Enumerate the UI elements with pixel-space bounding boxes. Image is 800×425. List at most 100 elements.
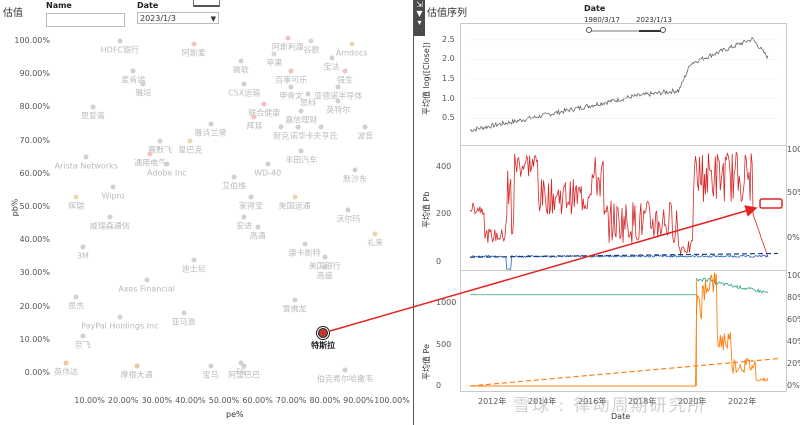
company-point[interactable]	[342, 367, 348, 373]
company-point[interactable]	[255, 224, 261, 230]
company-point[interactable]	[288, 84, 294, 90]
company-point[interactable]	[292, 194, 298, 200]
company-label: 丰田汽车	[285, 155, 318, 165]
company-point[interactable]	[308, 38, 314, 44]
chevron-down-icon: ▼	[210, 15, 216, 23]
company-point[interactable]	[191, 41, 197, 47]
company-point[interactable]	[181, 310, 187, 316]
watermark: 雪球 : 律动周期研究所	[513, 396, 707, 416]
dropdown-icon[interactable]: ▾	[417, 18, 422, 27]
x-tick-label: 50.00%	[208, 396, 240, 405]
series-x-axis-title: Date	[611, 412, 631, 421]
company-point[interactable]	[251, 114, 257, 120]
company-point[interactable]	[342, 68, 348, 74]
company-point[interactable]	[73, 194, 79, 200]
company-label: 默沙东	[343, 174, 368, 184]
company-point[interactable]	[298, 108, 304, 114]
company-point[interactable]	[318, 124, 324, 130]
company-point[interactable]	[335, 98, 341, 104]
range-end-handle[interactable]	[660, 27, 666, 33]
company-point[interactable]	[90, 104, 96, 110]
range-start-handle[interactable]	[586, 27, 592, 33]
company-point[interactable]	[147, 151, 153, 157]
export-icon[interactable]: ⇲	[416, 0, 423, 9]
company-point[interactable]	[322, 254, 328, 260]
company-point[interactable]	[238, 360, 244, 366]
date-filter-value: 2023/1/3	[140, 14, 176, 23]
company-point[interactable]	[144, 277, 150, 283]
company-point[interactable]	[140, 81, 146, 87]
company-label: 高通	[249, 231, 266, 241]
company-point[interactable]	[241, 214, 247, 220]
company-point[interactable]	[329, 55, 335, 61]
date-range-slider[interactable]	[586, 27, 666, 33]
company-label: HDFC银行	[100, 45, 140, 55]
company-point[interactable]	[73, 294, 79, 300]
company-label: 阿斯利康	[271, 42, 304, 52]
company-point[interactable]	[110, 184, 116, 190]
company-point[interactable]	[231, 174, 237, 180]
date-filter-select[interactable]: 2023/1/3 ▼	[137, 12, 219, 24]
company-point[interactable]	[117, 38, 123, 44]
y-tick-label: 50.00%	[19, 202, 50, 211]
company-point[interactable]	[322, 264, 328, 270]
company-point[interactable]	[298, 148, 304, 154]
company-point[interactable]	[305, 91, 311, 97]
company-point[interactable]	[271, 51, 277, 57]
company-point[interactable]	[241, 81, 247, 87]
company-point[interactable]	[83, 154, 89, 160]
company-label: Arista Networks	[54, 161, 118, 171]
company-label: 摩根大通	[120, 370, 153, 380]
company-point[interactable]	[241, 363, 247, 369]
pe-line	[470, 272, 769, 387]
company-point[interactable]	[295, 124, 301, 130]
company-label: 甲骨文	[279, 91, 304, 101]
company-point[interactable]	[238, 58, 244, 64]
company-point[interactable]	[285, 35, 291, 41]
company-point[interactable]	[292, 297, 298, 303]
y-tick-label: 60.00%	[19, 168, 50, 178]
company-label: 微软	[232, 65, 249, 75]
company-point[interactable]	[130, 68, 136, 74]
company-point[interactable]	[107, 214, 113, 220]
company-label: 亚马逊	[171, 317, 196, 327]
company-point[interactable]	[362, 124, 368, 130]
menu-icon[interactable]	[193, 0, 220, 7]
company-point[interactable]	[157, 138, 163, 144]
company-point[interactable]	[335, 84, 341, 90]
company-point[interactable]	[80, 333, 86, 339]
filter-icon[interactable]: ▼	[416, 9, 423, 18]
company-point[interactable]	[372, 231, 378, 237]
highlight-point[interactable]	[318, 328, 329, 339]
name-filter-input[interactable]	[46, 13, 125, 27]
company-point[interactable]	[302, 241, 308, 247]
company-point[interactable]	[349, 41, 355, 47]
company-point[interactable]	[288, 68, 294, 74]
company-point[interactable]	[80, 244, 86, 250]
company-point[interactable]	[187, 138, 193, 144]
company-label: 思科	[300, 98, 316, 108]
company-label: 迪士尼	[181, 264, 206, 274]
company-point[interactable]	[164, 161, 170, 167]
company-point[interactable]	[265, 161, 271, 167]
company-point[interactable]	[208, 121, 214, 127]
company-label: 麦肯锡	[121, 75, 146, 85]
company-point[interactable]	[248, 194, 254, 200]
company-point[interactable]	[208, 363, 214, 369]
company-point[interactable]	[278, 124, 284, 130]
company-label: 沃尔玛	[336, 214, 361, 224]
company-label: 雅诗兰黛	[194, 128, 227, 138]
x-axis-title: pe%	[226, 410, 244, 419]
company-point[interactable]	[134, 363, 140, 369]
company-point[interactable]	[117, 314, 123, 320]
company-label: 艾伯维	[222, 181, 247, 191]
company-label: 卡夫亨氏	[305, 131, 338, 141]
company-point[interactable]	[191, 257, 197, 263]
company-point[interactable]	[345, 207, 351, 213]
company-point[interactable]	[63, 360, 69, 366]
company-label: 安进	[236, 221, 253, 231]
company-point[interactable]	[261, 101, 267, 107]
company-label: 赛默飞	[148, 145, 173, 155]
range-from-label: 1980/3/17	[584, 16, 620, 24]
company-point[interactable]	[352, 167, 358, 173]
